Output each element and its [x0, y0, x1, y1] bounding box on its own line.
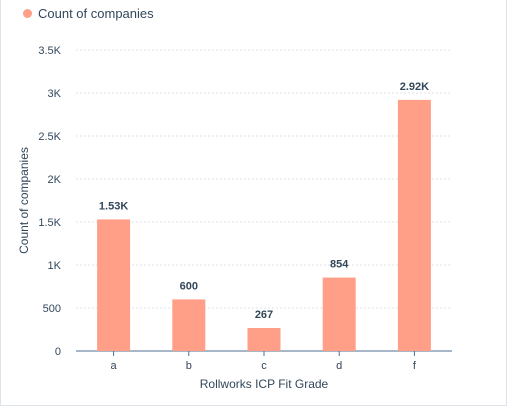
bar-b[interactable] — [172, 299, 206, 351]
data-label-a: 1.53K — [99, 200, 128, 212]
y-tick-label: 1.5K — [38, 217, 61, 229]
y-tick-label: 3K — [48, 88, 62, 100]
x-tick-label: a — [111, 360, 118, 372]
bar-d[interactable] — [322, 277, 356, 351]
y-tick-label: 2.5K — [38, 131, 61, 143]
y-tick-label: 0 — [55, 346, 61, 358]
x-tick-label: f — [413, 360, 417, 372]
bar-f[interactable] — [397, 99, 431, 351]
legend[interactable]: Count of companies — [23, 6, 154, 21]
y-tick-label: 500 — [43, 303, 61, 315]
y-tick-label: 1K — [48, 260, 62, 272]
data-label-c: 267 — [255, 309, 273, 321]
x-tick-label: c — [261, 360, 267, 372]
data-label-b: 600 — [180, 280, 198, 292]
y-tick-label: 3.5K — [38, 45, 61, 57]
x-tick-label: b — [186, 360, 192, 372]
bar-c[interactable] — [247, 328, 281, 351]
y-tick-label: 2K — [48, 174, 62, 186]
legend-swatch — [23, 9, 32, 18]
y-axis-title: Count of companies — [17, 147, 31, 254]
x-tick-label: d — [336, 360, 342, 372]
x-axis-title: Rollworks ICP Fit Grade — [200, 377, 329, 391]
legend-label: Count of companies — [38, 6, 154, 21]
bar-a[interactable] — [97, 219, 131, 351]
data-label-f: 2.92K — [400, 81, 429, 93]
data-label-d: 854 — [330, 259, 349, 271]
